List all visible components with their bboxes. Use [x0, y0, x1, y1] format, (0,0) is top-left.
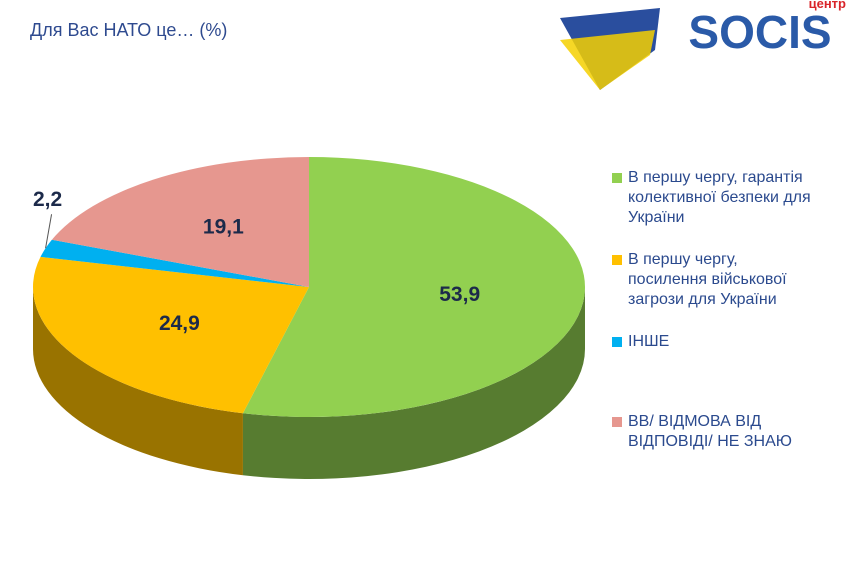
legend: В першу чергу, гарантія колективної безп… — [612, 168, 842, 452]
legend-label: ВВ/ ВІДМОВА ВІД ВІДПОВІДІ/ НЕ ЗНАЮ — [628, 413, 792, 450]
value-label: 2,2 — [33, 188, 62, 211]
legend-swatch — [612, 337, 622, 347]
pie-sides — [33, 287, 585, 480]
pie-slice — [51, 157, 309, 287]
leader-line — [45, 214, 53, 249]
pie-slice — [40, 239, 309, 287]
pie-side — [242, 287, 585, 480]
legend-label: ІНШЕ — [628, 333, 670, 350]
pie-slice — [32, 256, 310, 414]
legend-item: В першу чергу, посилення військової загр… — [612, 250, 813, 310]
legend-swatch — [612, 417, 622, 427]
value-label: 19,1 — [203, 216, 244, 239]
logo-text: SOCIS — [688, 6, 831, 58]
logo-prefix: центр — [809, 0, 846, 11]
pie-tops — [32, 157, 585, 417]
value-label: 53,9 — [439, 283, 480, 306]
logo: SOCIS центр — [560, 0, 846, 90]
legend-item: В першу чергу, гарантія колективної безп… — [612, 168, 813, 228]
legend-swatch — [612, 173, 622, 183]
pie-side — [33, 287, 243, 476]
value-label: 24,9 — [159, 312, 200, 335]
legend-label: В першу чергу, гарантія колективної безп… — [628, 169, 811, 226]
legend-item: ВВ/ ВІДМОВА ВІД ВІДПОВІДІ/ НЕ ЗНАЮ — [612, 412, 843, 452]
logo-shield-yellow — [560, 30, 655, 90]
legend-swatch — [612, 255, 622, 265]
pie-slice — [242, 157, 585, 417]
legend-label: В першу чергу, посилення військової загр… — [628, 251, 787, 308]
chart-title: Для Вас НАТО це… (%) — [30, 20, 228, 40]
legend-item: ІНШЕ — [612, 332, 813, 352]
